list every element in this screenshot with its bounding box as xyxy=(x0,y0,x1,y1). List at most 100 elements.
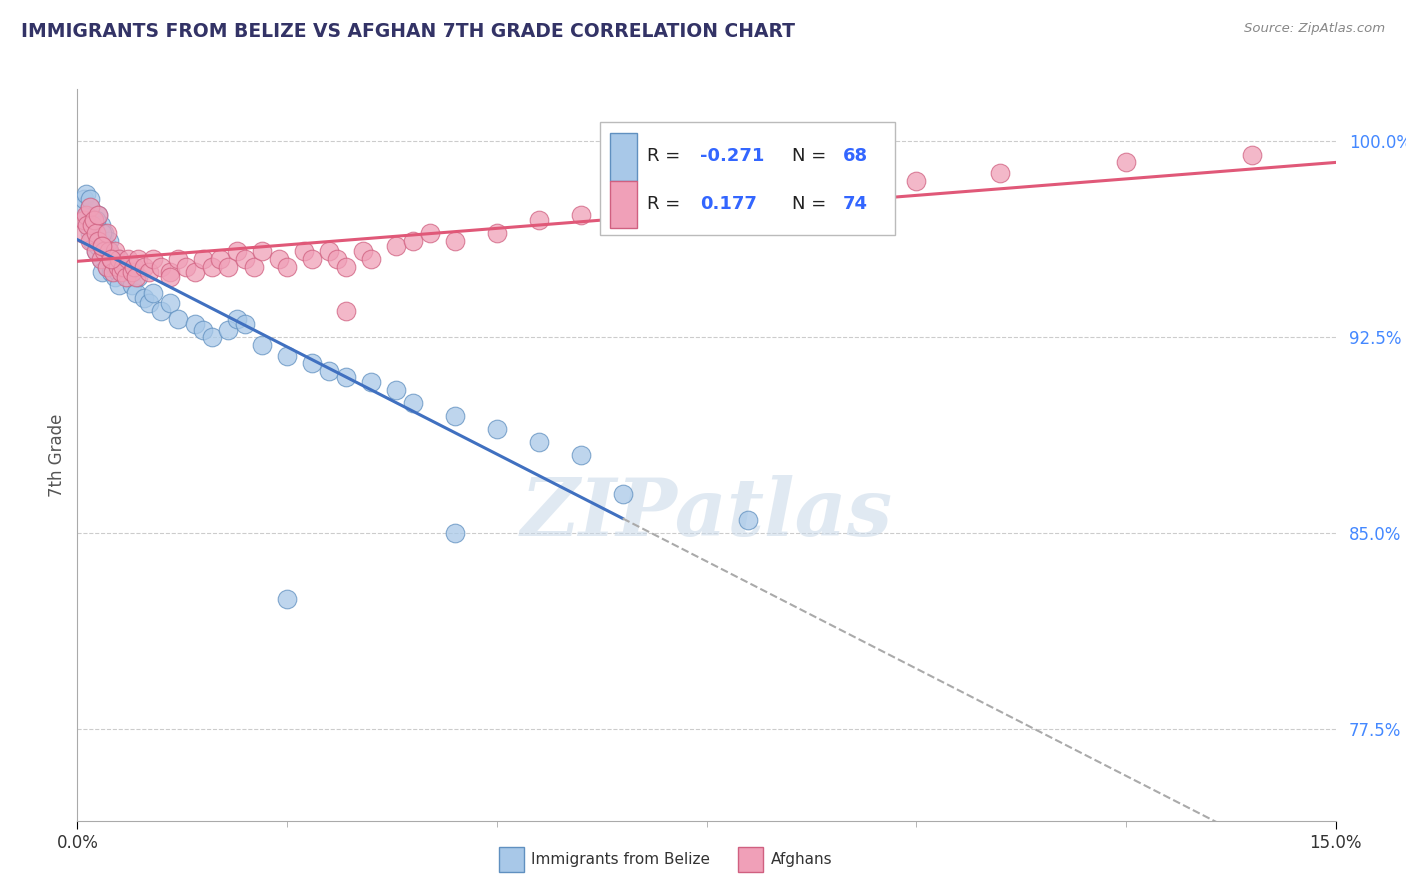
Point xyxy=(104,260,127,274)
Point xyxy=(485,422,508,436)
Text: 74: 74 xyxy=(842,195,868,213)
Point xyxy=(142,285,165,300)
Point xyxy=(208,252,231,266)
Point xyxy=(352,244,374,259)
Point xyxy=(98,234,121,248)
Point xyxy=(90,218,112,232)
Point xyxy=(87,208,110,222)
Point xyxy=(335,260,357,274)
Point xyxy=(96,260,118,274)
Point xyxy=(335,304,357,318)
Point xyxy=(233,252,256,266)
Point xyxy=(121,278,143,293)
Point xyxy=(612,487,634,501)
Point xyxy=(200,260,222,274)
Point xyxy=(276,349,298,363)
Point xyxy=(127,270,149,285)
Point xyxy=(444,409,467,423)
Point xyxy=(159,270,181,285)
Point xyxy=(70,200,93,214)
Text: R =: R = xyxy=(647,195,686,213)
Point xyxy=(242,260,264,274)
Point xyxy=(167,312,190,326)
Point xyxy=(159,265,181,279)
Point xyxy=(905,174,928,188)
Point xyxy=(326,252,349,266)
Text: IMMIGRANTS FROM BELIZE VS AFGHAN 7TH GRADE CORRELATION CHART: IMMIGRANTS FROM BELIZE VS AFGHAN 7TH GRA… xyxy=(21,22,794,41)
Point xyxy=(104,270,127,285)
Point xyxy=(107,260,129,274)
Point xyxy=(821,181,844,195)
Point xyxy=(134,260,156,274)
Point xyxy=(82,218,104,232)
Point xyxy=(444,526,467,541)
Text: N =: N = xyxy=(792,195,832,213)
Point xyxy=(527,434,550,449)
Point xyxy=(87,208,110,222)
Point xyxy=(184,265,207,279)
Point xyxy=(107,265,129,279)
Point xyxy=(108,278,131,293)
Point xyxy=(176,260,198,274)
Point xyxy=(191,252,215,266)
Point xyxy=(737,192,759,206)
Point xyxy=(93,244,115,259)
Point xyxy=(217,260,239,274)
Point xyxy=(1240,147,1263,161)
Point xyxy=(250,244,273,259)
Point xyxy=(73,212,96,227)
Point xyxy=(1115,155,1137,169)
Text: N =: N = xyxy=(792,147,832,166)
Point xyxy=(167,252,190,266)
Point xyxy=(73,192,96,206)
Point xyxy=(76,218,98,232)
Point xyxy=(569,208,592,222)
Point xyxy=(91,226,114,240)
Point xyxy=(84,226,107,240)
Text: Afghans: Afghans xyxy=(770,853,832,867)
Point xyxy=(115,270,138,285)
Point xyxy=(108,252,131,266)
Bar xyxy=(610,180,637,228)
Point xyxy=(91,265,114,279)
Point xyxy=(91,239,114,253)
Point xyxy=(98,244,121,259)
Text: 0.177: 0.177 xyxy=(700,195,756,213)
Point xyxy=(318,244,340,259)
Point xyxy=(101,252,124,266)
Point xyxy=(267,252,290,266)
Point xyxy=(233,318,256,332)
Bar xyxy=(610,133,637,180)
Point xyxy=(301,252,323,266)
Point xyxy=(527,212,550,227)
Point xyxy=(96,239,118,253)
Point xyxy=(87,234,110,248)
Point xyxy=(360,252,382,266)
Point xyxy=(276,260,298,274)
Point xyxy=(84,212,107,227)
Point xyxy=(276,591,298,606)
Point xyxy=(83,212,105,227)
Point xyxy=(191,322,215,336)
Point xyxy=(138,265,160,279)
Point xyxy=(117,270,139,285)
Point xyxy=(419,226,441,240)
Point xyxy=(134,291,156,305)
Point xyxy=(96,260,118,274)
Point xyxy=(142,252,165,266)
Point xyxy=(75,186,97,201)
Point xyxy=(112,265,135,279)
Point xyxy=(75,208,97,222)
Point xyxy=(98,244,121,259)
Point xyxy=(250,338,273,352)
Point xyxy=(70,226,93,240)
Point xyxy=(93,244,115,259)
Point xyxy=(79,192,101,206)
Point xyxy=(360,375,382,389)
Point xyxy=(91,234,114,248)
Point xyxy=(654,200,676,214)
Point xyxy=(96,226,118,240)
Text: Source: ZipAtlas.com: Source: ZipAtlas.com xyxy=(1244,22,1385,36)
Point xyxy=(402,395,425,409)
Point xyxy=(292,244,315,259)
